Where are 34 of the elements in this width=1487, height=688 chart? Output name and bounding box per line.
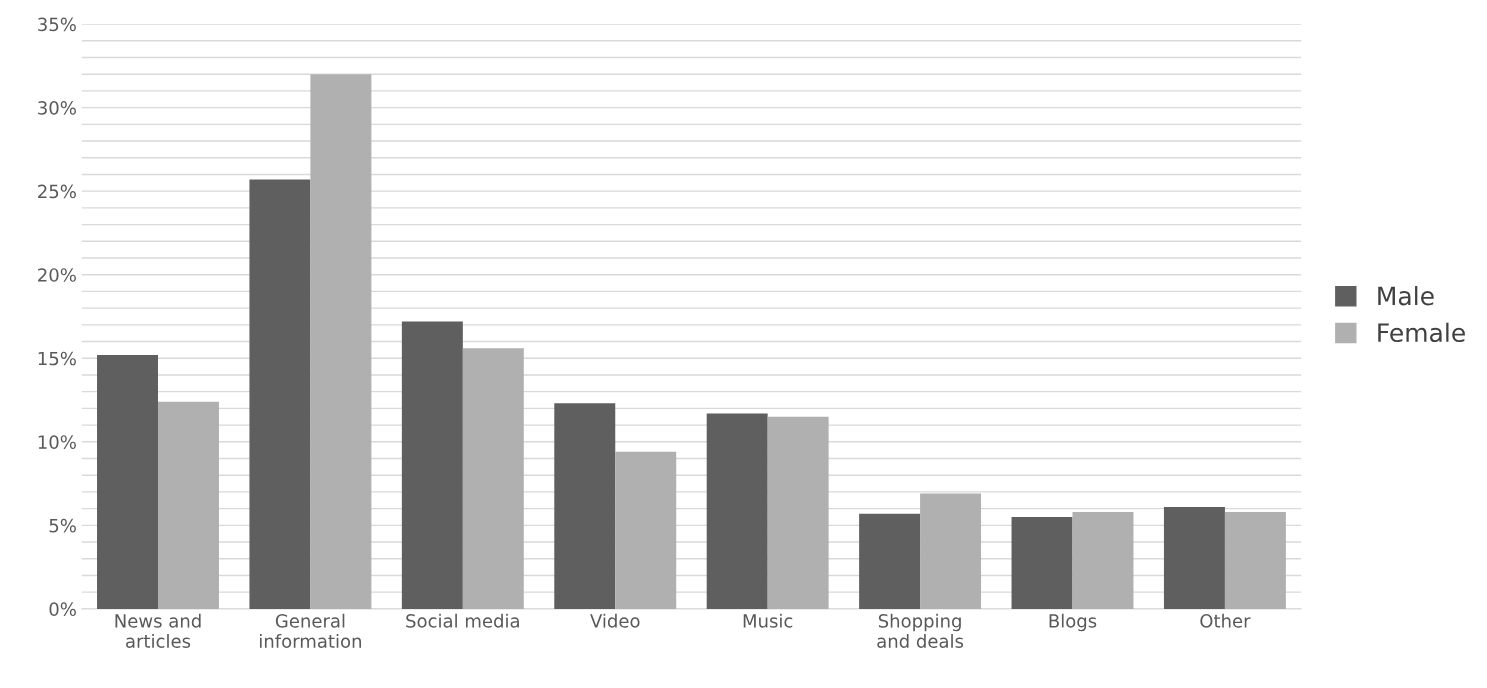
bar xyxy=(554,403,616,609)
x-tick-label: Social media xyxy=(406,613,519,628)
y-tick-label: 5% xyxy=(49,518,76,533)
bar xyxy=(401,321,463,609)
bar xyxy=(1011,516,1073,609)
bar xyxy=(1163,506,1225,609)
bar xyxy=(97,354,158,609)
bar xyxy=(157,401,219,609)
bar xyxy=(462,348,524,609)
bar xyxy=(767,416,829,609)
legend-label: Male xyxy=(1378,286,1434,306)
bar xyxy=(1072,511,1134,609)
x-tick-label: Video xyxy=(590,613,640,628)
legend-label: Female xyxy=(1378,322,1465,343)
x-tick-label: Shopping and deals xyxy=(877,613,964,648)
x-tick-label: Blogs xyxy=(1049,613,1097,632)
x-tick-label: Music xyxy=(743,613,793,628)
x-tick-label: News and articles xyxy=(115,613,201,648)
y-tick-label: 15% xyxy=(38,351,76,366)
bar xyxy=(859,513,921,609)
bar xyxy=(1224,511,1286,609)
y-tick-label: 20% xyxy=(38,268,76,282)
bar xyxy=(310,74,372,609)
bar xyxy=(920,493,982,609)
y-tick-label: 0% xyxy=(49,602,76,616)
x-tick-label: General information xyxy=(260,613,361,648)
y-tick-label: 30% xyxy=(38,101,76,115)
x-tick-label: Other xyxy=(1200,613,1251,628)
bar xyxy=(706,413,768,609)
y-tick-label: 35% xyxy=(38,17,76,32)
y-tick-label: 25% xyxy=(38,184,76,199)
bar xyxy=(615,451,677,609)
bar xyxy=(249,179,311,609)
y-tick-label: 10% xyxy=(38,435,76,449)
